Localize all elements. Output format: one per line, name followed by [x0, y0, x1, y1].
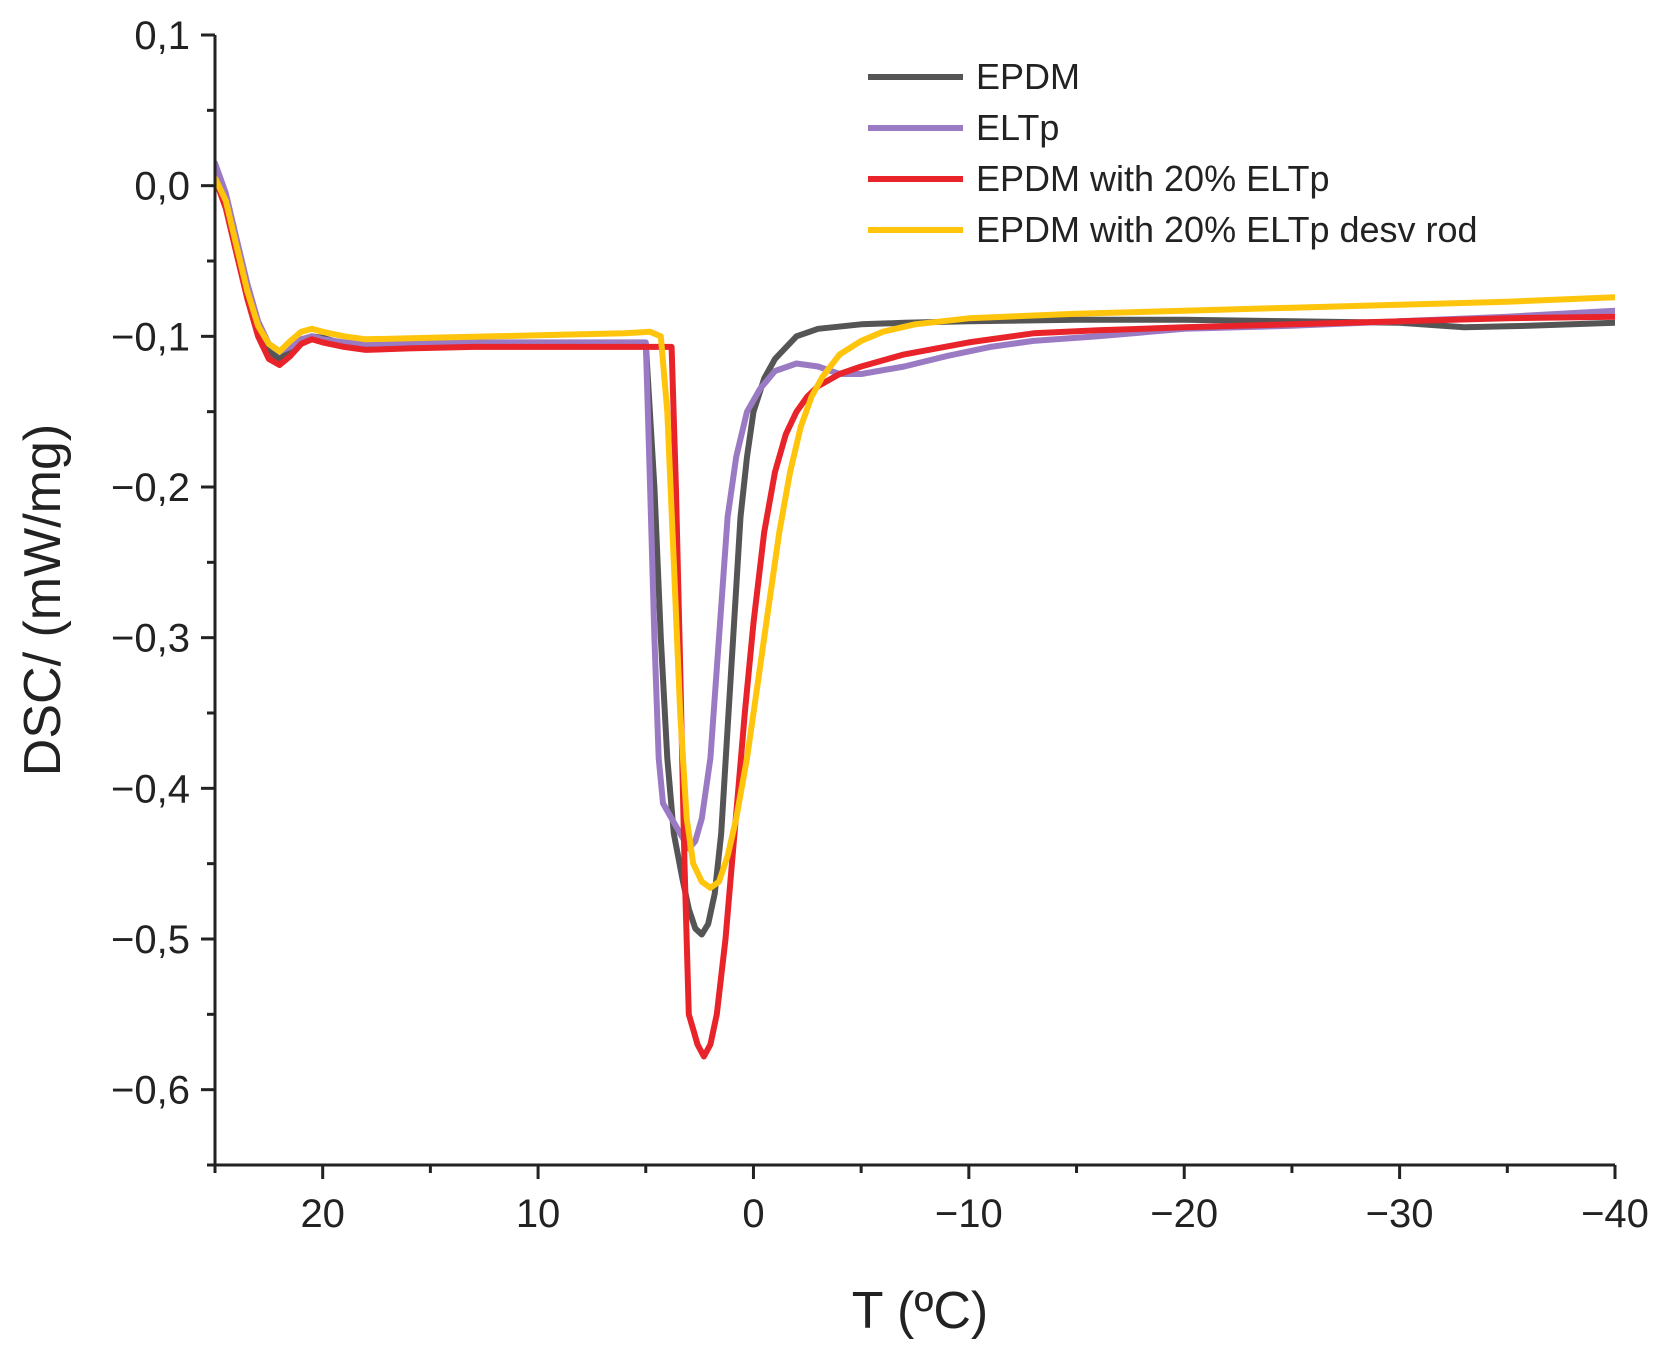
- y-tick-label: −0,3: [111, 617, 190, 661]
- series-line-3: [215, 175, 1615, 1060]
- x-tick-label: −30: [1366, 1192, 1434, 1236]
- x-tick-label: −20: [1150, 1192, 1218, 1236]
- legend: EPDM ELTp EPDM with 20% ELTp EPDM with 20% …: [868, 56, 1478, 250]
- series-layer: [215, 160, 1615, 1060]
- legend-label-1: EPDM: [976, 56, 1080, 97]
- y-tick-label: −0,5: [111, 918, 190, 962]
- series-line-2: [215, 160, 1615, 852]
- series-line-1: [215, 167, 1615, 938]
- axes: 20 10 0 −10 −20 −30 −40 0,1 0,0 −0,1 −0,2 −0,3 −0,4 −…: [111, 14, 1649, 1236]
- y-tick-label: −0,4: [111, 767, 190, 811]
- x-axis-title: T (ºC): [852, 1282, 988, 1340]
- legend-label-3: EPDM with 20% ELTp: [976, 158, 1329, 199]
- y-tick-label: −0,6: [111, 1069, 190, 1113]
- y-tick-label: 0,0: [134, 165, 190, 209]
- x-tick-label: 20: [300, 1192, 345, 1236]
- legend-label-2: ELTp: [976, 107, 1059, 148]
- x-tick-label: 0: [742, 1192, 764, 1236]
- x-tick-label: −40: [1581, 1192, 1649, 1236]
- y-axis-title: DSC/ (mW/mg): [14, 424, 72, 776]
- y-tick-label: −0,2: [111, 466, 190, 510]
- y-tick-label: −0,1: [111, 315, 190, 359]
- series-line-4: [215, 175, 1615, 891]
- legend-label-4: EPDM with 20% ELTp desv rod: [976, 209, 1478, 250]
- x-tick-label: 10: [516, 1192, 561, 1236]
- x-tick-label: −10: [935, 1192, 1003, 1236]
- y-tick-label: 0,1: [134, 14, 190, 58]
